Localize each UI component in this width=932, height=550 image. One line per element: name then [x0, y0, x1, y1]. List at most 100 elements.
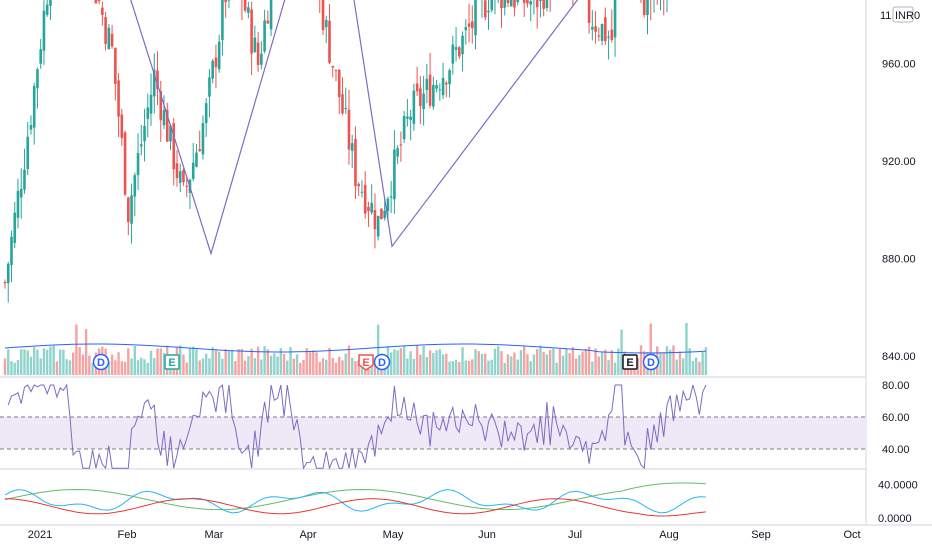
volume-bar	[91, 362, 94, 375]
volume-bar	[156, 348, 159, 375]
volume-bar	[49, 346, 52, 375]
candle	[120, 108, 124, 146]
candle-body	[36, 69, 39, 89]
candle	[535, 0, 539, 29]
volume-bar	[688, 348, 691, 375]
volume-bar	[192, 346, 195, 375]
candle	[97, 0, 101, 5]
candle	[529, 0, 532, 22]
candle-body	[159, 91, 163, 121]
volume-bar	[591, 361, 594, 375]
candle-body	[221, 0, 224, 41]
event-marker-e: E	[622, 354, 638, 370]
candle-body	[526, 0, 529, 4]
candle	[152, 53, 156, 114]
candle	[159, 80, 163, 142]
volume-bar	[162, 352, 166, 375]
event-circle	[92, 353, 110, 371]
candle-body	[45, 4, 49, 15]
candle	[659, 0, 661, 11]
candle-body	[182, 170, 185, 183]
candle	[367, 201, 370, 228]
candle-body	[380, 208, 383, 219]
candle-body	[146, 107, 150, 119]
volume-bar	[84, 329, 88, 375]
candle-body	[591, 26, 594, 30]
volume-bar	[701, 352, 704, 375]
candle	[666, 0, 668, 13]
candle-body	[104, 17, 107, 44]
candle-body	[114, 47, 117, 84]
volume-bar	[201, 358, 205, 375]
volume-bar	[662, 353, 665, 375]
lower-tick-label: 40.0000	[878, 480, 918, 492]
candle-body	[260, 53, 263, 65]
candle	[448, 68, 451, 98]
price-tick-label: 880.00	[882, 254, 916, 266]
candle	[412, 83, 416, 131]
candle	[406, 98, 409, 127]
volume-bar	[110, 354, 114, 375]
candle-body	[483, 0, 487, 18]
volume-bar	[292, 358, 296, 375]
candle	[110, 24, 114, 49]
volume-bar	[237, 349, 240, 375]
volume-bar	[276, 356, 279, 375]
volume-bar	[574, 358, 578, 375]
candle	[494, 0, 496, 15]
volume-bar	[441, 354, 445, 375]
candle-body	[402, 115, 406, 140]
candle-body	[133, 175, 137, 197]
candle	[253, 25, 257, 54]
candle	[549, 0, 551, 12]
volume-bar	[613, 362, 617, 375]
candle	[156, 51, 159, 105]
volume-bar	[493, 348, 497, 375]
candle-body	[198, 149, 201, 152]
candle	[526, 0, 529, 8]
candle-body	[399, 144, 403, 146]
candle	[497, 0, 499, 4]
volume-bar	[81, 354, 85, 375]
event-circle	[642, 353, 660, 371]
candle-body	[542, 0, 545, 9]
candle	[36, 67, 39, 109]
volume-bar	[428, 350, 432, 375]
volume-bar	[325, 359, 328, 375]
volume-bar	[227, 351, 231, 375]
volume-bar	[607, 359, 610, 375]
lower-tick-label: 0.0000	[878, 513, 912, 525]
volume-bar	[55, 361, 59, 375]
volume-bar	[133, 346, 136, 375]
candle	[470, 5, 474, 44]
time-axis-label: Oct	[843, 529, 860, 541]
candle-body	[328, 20, 331, 63]
volume-bar	[617, 348, 620, 375]
candle	[591, 10, 594, 41]
candle	[656, 0, 658, 5]
volume-bar	[672, 345, 675, 375]
candle	[146, 93, 150, 138]
candle	[467, 3, 471, 43]
candle	[474, 0, 477, 50]
candle-body	[383, 210, 386, 219]
candle	[545, 0, 549, 12]
candle	[376, 215, 380, 241]
volume-bar	[451, 361, 455, 375]
volume-bar	[480, 354, 484, 375]
candle	[319, 0, 321, 13]
candle-body	[156, 70, 159, 90]
time-axis-label: Feb	[118, 529, 137, 541]
candle-body	[136, 153, 140, 176]
candle-body	[373, 209, 377, 230]
volume-bar	[71, 352, 75, 375]
candle	[182, 168, 185, 186]
candle-body	[370, 202, 373, 213]
volume-bar	[321, 358, 325, 375]
candle-body	[10, 236, 13, 266]
volume-bar	[594, 348, 597, 375]
candle	[321, 0, 325, 36]
volume-bar	[445, 353, 448, 375]
candle-body	[610, 29, 614, 40]
